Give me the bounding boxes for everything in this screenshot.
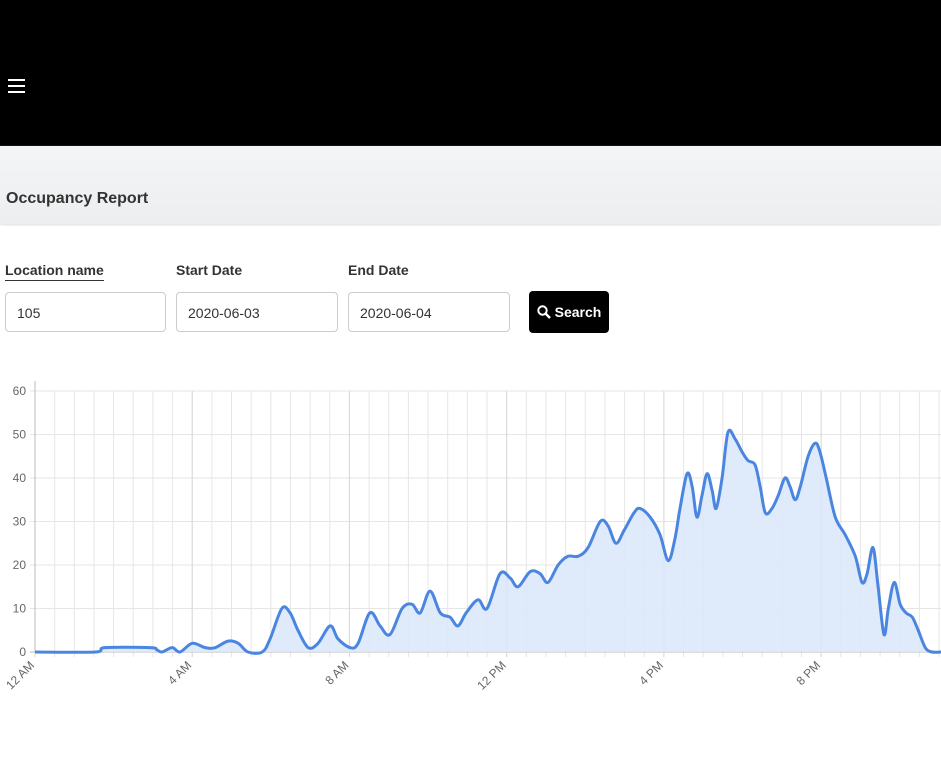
- search-label: Search: [554, 304, 602, 320]
- x-tick-label: 12 PM: [474, 658, 508, 692]
- search-icon: [536, 305, 551, 319]
- y-tick-label: 0: [19, 645, 26, 659]
- field-label: Location name: [5, 262, 104, 281]
- title-band: Occupancy Report: [0, 146, 941, 224]
- search-button[interactable]: Search: [529, 291, 609, 333]
- field-label: Start Date: [176, 262, 243, 278]
- y-tick-label: 30: [13, 515, 27, 529]
- x-tick-label: 12 AM: [3, 658, 37, 692]
- y-tick-label: 50: [13, 428, 27, 442]
- area-fill: [35, 430, 941, 654]
- y-tick-label: 60: [13, 384, 27, 398]
- x-tick-label: 4 PM: [636, 658, 666, 688]
- menu-icon[interactable]: [8, 78, 28, 94]
- end-date-input[interactable]: 2020-06-04: [348, 292, 510, 332]
- y-tick-label: 40: [13, 471, 27, 485]
- line: [34, 428, 941, 655]
- x-tick-label: 4 AM: [165, 658, 194, 687]
- x-tick-label: 8 AM: [322, 658, 351, 687]
- page-title: Occupancy Report: [6, 190, 149, 207]
- start-date-input[interactable]: 2020-06-03: [176, 292, 338, 332]
- location-input[interactable]: 105: [5, 292, 166, 332]
- top-bar: [0, 0, 941, 146]
- chart: 0 10 20 30 40 50 60 12 AM 4 AM 8 AM 12 PM 4 PM 8 PM: [3, 381, 941, 693]
- y-tick-label: 20: [13, 558, 27, 572]
- x-tick-label: 8 PM: [794, 658, 824, 688]
- y-tick-label: 10: [13, 602, 27, 616]
- field-label: End Date: [348, 262, 409, 278]
